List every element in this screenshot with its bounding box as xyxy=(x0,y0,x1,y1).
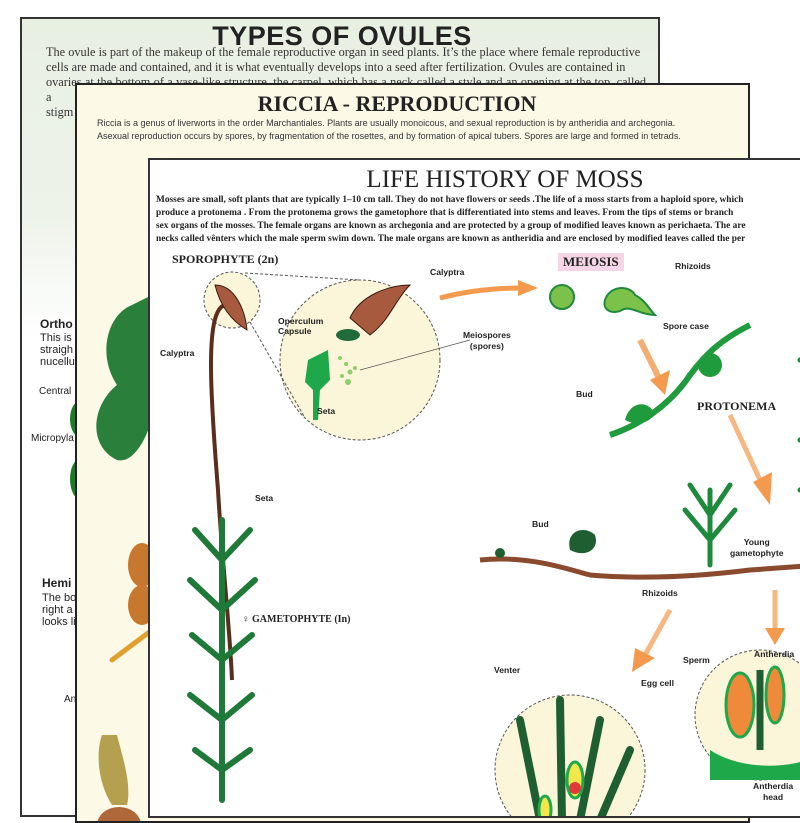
hemitropous-heading: Hemi xyxy=(42,576,72,590)
poster-life-history-of-moss: LIFE HISTORY OF MOSS Mosses are small, s… xyxy=(148,158,800,818)
moss-title: LIFE HISTORY OF MOSS xyxy=(366,166,644,193)
gametophyte-label: ♀ GAMETOPHYTE (In) xyxy=(242,614,351,625)
egg-cell-label: Egg cell xyxy=(641,678,674,688)
riccia-illustration xyxy=(96,295,152,821)
bud-label: Bud xyxy=(532,519,549,529)
young-gametophyte xyxy=(682,482,738,568)
operculum xyxy=(336,329,360,341)
ovules-line: cells are made and contained, and it is … xyxy=(46,60,626,74)
moss-life-cycle-diagram xyxy=(187,271,800,816)
sperm-label: Sperm xyxy=(683,655,710,665)
protonema xyxy=(609,322,752,438)
spore xyxy=(549,284,575,310)
calyptra-small xyxy=(214,284,248,331)
young-gametophyte-label: Young gametophyte xyxy=(730,537,784,558)
seta-label: Seta xyxy=(255,493,274,503)
sporophyte-label: SPOROPHYTE (2n) xyxy=(172,252,279,266)
gametophyte-shoot xyxy=(187,517,258,803)
moss-paragraph: Mosses are small, soft plants that are t… xyxy=(156,195,746,244)
spore-case-label: Spore case xyxy=(663,321,709,331)
central-label: Central xyxy=(39,386,72,397)
antherdia-head-label: Antherdia head xyxy=(753,781,794,802)
spores xyxy=(338,356,357,385)
capsule xyxy=(305,350,330,420)
bud-label: Bud xyxy=(576,389,593,399)
rhizoids-label: Rhizoids xyxy=(675,261,711,271)
germinating-spore xyxy=(603,287,658,317)
venter-label: Venter xyxy=(494,665,521,675)
meiospores-label: Meiospores (spores) xyxy=(463,330,511,351)
anatropous-label: An xyxy=(64,694,77,705)
rhizoids-label: Rhizoids xyxy=(642,588,678,598)
riccia-paragraph: Riccia is a genus of liverworts in the o… xyxy=(97,118,681,141)
seta-label: Seta xyxy=(317,406,336,416)
orthotropous-text: This is straigh nucellu xyxy=(40,332,75,368)
ovules-line: stigm xyxy=(46,105,74,119)
ovules-line: The ovule is part of the makeup of the f… xyxy=(46,45,641,59)
antherdia-label: Antherdia xyxy=(754,649,795,659)
calyptra-large xyxy=(349,284,412,336)
calyptra-label: Calyptra xyxy=(160,348,195,358)
protonema-label: PROTONEMA xyxy=(697,399,777,413)
orthotropous-heading: Ortho xyxy=(40,317,73,331)
arrow xyxy=(439,285,523,301)
riccia-title: RICCIA - REPRODUCTION xyxy=(257,91,537,116)
seta-stalk xyxy=(208,303,234,681)
calyptra-label: Calyptra xyxy=(430,267,465,277)
hemitropous-text: The bo right a looks li xyxy=(42,592,77,628)
ovules-title: TYPES OF OVULES xyxy=(212,21,472,51)
micropylar-label: Micropyla xyxy=(31,433,74,444)
operculum-capsule-label: Operculum Capsule xyxy=(278,316,324,336)
meiosis-label: MEIOSIS xyxy=(558,253,624,271)
rhizome xyxy=(479,556,800,580)
